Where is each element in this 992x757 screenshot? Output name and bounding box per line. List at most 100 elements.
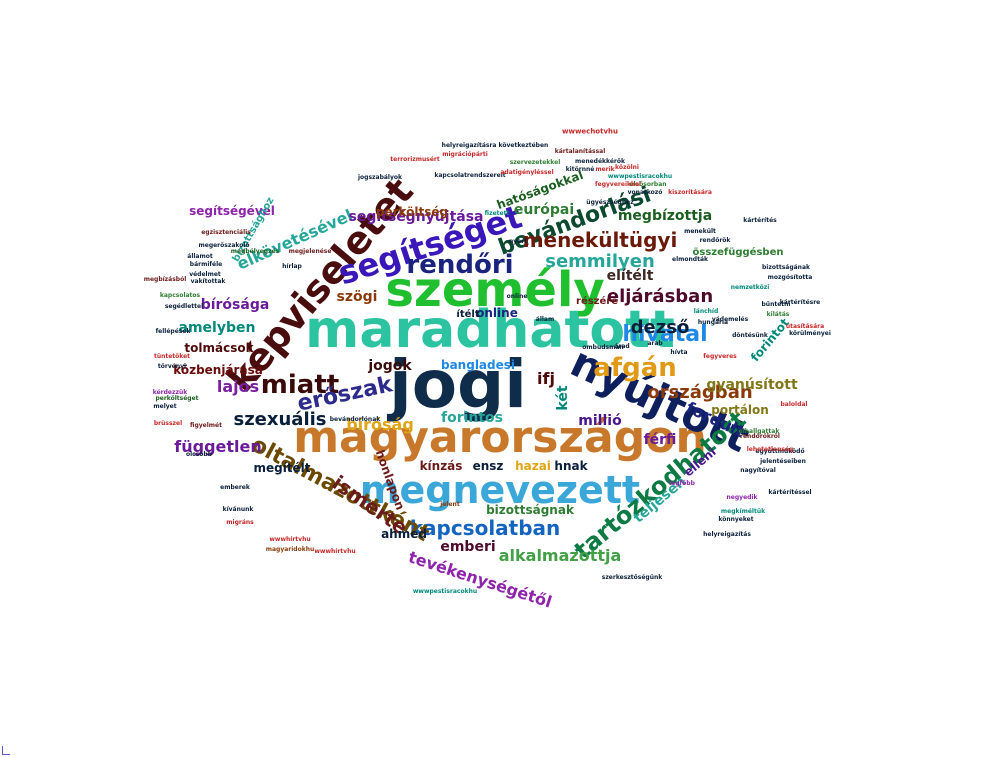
cloud-word: bizottságának — [762, 264, 810, 271]
cloud-word: online — [506, 293, 528, 300]
cloud-word: kitörnné — [565, 166, 595, 173]
cloud-word: hivatal — [622, 322, 708, 347]
cloud-word: jogi — [389, 346, 527, 423]
cloud-word: lehetetlenség — [746, 446, 794, 453]
cloud-word: kínzás — [419, 459, 463, 473]
cloud-word: segítségnyújtása — [348, 209, 484, 225]
cloud-word: hírlap — [282, 263, 302, 270]
cloud-word: millió — [578, 413, 622, 429]
cloud-word: ítélt — [456, 309, 480, 320]
cloud-word: államot — [187, 253, 213, 260]
cloud-word: emberi — [440, 539, 496, 555]
cloud-word: fizetett — [484, 210, 510, 217]
cloud-word: helyreigazításra következtében — [441, 142, 549, 149]
cloud-word: állam — [535, 316, 555, 323]
cloud-word: maradhatott — [305, 300, 675, 360]
cloud-word: ensz — [472, 459, 504, 473]
cloud-word: törvényi — [157, 363, 187, 370]
cloud-word: kártérítés — [743, 217, 777, 224]
cloud-word: megbízottja — [617, 208, 713, 224]
cloud-word: negyedik — [726, 494, 758, 501]
cloud-word: bizottságnak — [486, 503, 574, 517]
cloud-word: kapcsolatos — [159, 292, 201, 299]
cloud-word: wwwhírtvhu — [314, 548, 356, 555]
cloud-word: árad — [614, 343, 630, 350]
cloud-word: fegyveres — [703, 353, 737, 360]
cloud-word: eljárásban — [606, 286, 714, 307]
cloud-word: fegyvereikkel — [595, 181, 641, 188]
cloud-word: kártérítésre — [779, 299, 821, 306]
cloud-word: amelyben — [178, 320, 256, 336]
cloud-word: vádemelés — [711, 316, 749, 323]
cloud-word: emberek — [220, 484, 250, 491]
cloud-word: kiszorítására — [668, 189, 712, 196]
cloud-word: vakítottak — [190, 278, 226, 285]
cloud-word: helyreigazítás — [703, 531, 751, 538]
cloud-word: kártérítéssel — [768, 489, 812, 496]
cloud-word: bangladesi — [440, 358, 516, 372]
cloud-word: hazai — [515, 459, 551, 473]
cloud-word: kártalanítással — [554, 148, 606, 155]
cloud-word: magyaridokhu — [265, 546, 315, 553]
cloud-word: fellépések — [155, 328, 191, 335]
cloud-word: brüsszel — [153, 420, 183, 427]
cloud-word: lajos — [216, 377, 260, 396]
cloud-word: körülményei — [789, 330, 831, 337]
cloud-word: hungária — [697, 319, 729, 326]
cloud-word: perköltség — [375, 205, 449, 219]
cloud-word: két — [555, 385, 571, 411]
cloud-word: elsősorban — [629, 181, 667, 188]
cloud-word: egzisztenciális — [201, 229, 251, 236]
cloud-word: semmilyen — [545, 251, 655, 272]
cloud-word: védelmet — [189, 271, 221, 278]
cloud-word: magyarországon — [293, 412, 707, 463]
cloud-word: rendőrökről — [740, 433, 780, 440]
cloud-word: menekültügyi — [522, 228, 678, 252]
cloud-word: közölni — [615, 164, 639, 171]
cloud-word: legfőbb — [669, 480, 695, 487]
cloud-word: megítélt — [253, 461, 311, 475]
cloud-word: wwwechotvhu — [562, 127, 618, 136]
cloud-word: szexuális — [233, 409, 327, 430]
cloud-word: rendőri — [406, 250, 514, 280]
cloud-word: részére — [576, 296, 618, 307]
cloud-word: megnevezett — [359, 468, 641, 512]
cloud-word: perköltséget — [155, 395, 199, 402]
cloud-word: könnyeket — [718, 516, 754, 523]
cloud-word: migráns — [226, 519, 254, 526]
cloud-word: segítségével — [189, 204, 275, 218]
cloud-word: wwwpestisracokhu — [412, 588, 478, 595]
cloud-word: elítélt — [606, 268, 654, 284]
cloud-word: szögi — [336, 289, 378, 305]
cloud-word: rendőrök — [699, 237, 731, 244]
cloud-word: kérdezzük — [152, 389, 188, 396]
cloud-word: arab — [647, 340, 663, 347]
cloud-word: megbízásból — [143, 276, 187, 283]
cloud-word: nagyítóval — [740, 467, 776, 474]
cloud-word: kapcsolatrendszereit — [434, 172, 506, 179]
cloud-word: megerőszakoló — [198, 242, 250, 249]
cloud-word: jogok — [368, 358, 412, 374]
cloud-word: baloldal — [780, 401, 808, 408]
cloud-word: megjelenése — [288, 248, 332, 255]
cloud-word: bíróság — [346, 415, 414, 434]
cloud-word: jogszabályok — [357, 174, 403, 181]
cloud-word: menedékkérők — [575, 158, 625, 165]
cloud-word: közbenjárása — [173, 363, 263, 377]
cloud-word: szerkesztőségünk — [601, 574, 663, 581]
cloud-word: gyanúsított — [706, 377, 798, 393]
cloud-word: bűntetni — [761, 301, 791, 308]
cloud-word: migrációpárti — [442, 151, 488, 158]
cloud-word: wwwpestisracokhu — [607, 173, 673, 180]
cloud-word: melyet — [153, 403, 177, 410]
cloud-word: ügyészséghez — [586, 199, 634, 206]
cloud-word: dezső — [630, 317, 690, 338]
cloud-word: alkalmazottja — [498, 546, 622, 565]
cloud-word: nyert — [508, 238, 528, 245]
cloud-word: tüntetőket — [153, 353, 191, 360]
cloud-word: bármiféle — [189, 261, 223, 268]
cloud-word: független — [174, 437, 262, 456]
cloud-word: tolmácsok — [184, 341, 254, 355]
cloud-word: jelentéseiben — [760, 458, 806, 465]
